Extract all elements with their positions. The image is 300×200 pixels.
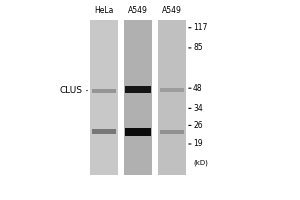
Text: 26: 26 <box>193 121 202 130</box>
Text: 34: 34 <box>193 104 203 113</box>
Text: 48: 48 <box>193 84 202 93</box>
Text: HeLa: HeLa <box>94 6 114 15</box>
Text: A549: A549 <box>162 6 182 15</box>
Text: 117: 117 <box>193 23 207 32</box>
Text: 19: 19 <box>193 140 202 148</box>
Text: 85: 85 <box>193 43 202 52</box>
Text: (kD): (kD) <box>193 159 208 166</box>
Text: A549: A549 <box>128 6 148 15</box>
Text: CLUS: CLUS <box>59 86 82 95</box>
